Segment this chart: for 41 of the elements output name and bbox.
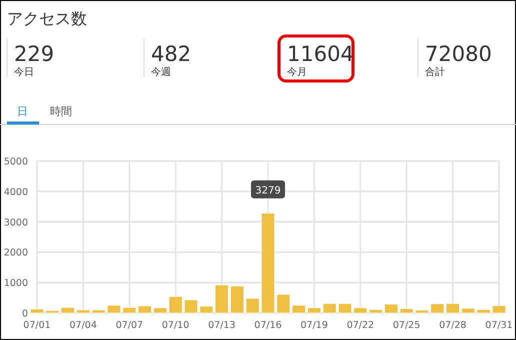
text: 時間 [50,105,72,118]
x-tick-label: 07/19 [300,320,328,331]
text: 今月 [287,66,307,78]
x-tick-label: 07/13 [208,320,236,331]
annotation: 3279 [255,185,281,196]
y-tick-label: 4000 [4,186,28,198]
x-tick-label: 07/31 [485,320,513,331]
bar [215,284,229,314]
text: 合計 [425,66,445,78]
bar [76,310,90,314]
bar [230,286,244,314]
y-tick-label: 1000 [4,278,28,290]
bar [153,308,167,314]
bar [292,305,306,314]
bar [307,308,321,314]
y-tick-label: 3000 [4,217,28,228]
text: 今日 [14,66,34,78]
text: 日 [17,105,28,118]
bar [61,307,75,314]
text: 229 [14,42,54,66]
x-tick-label: 07/22 [346,320,374,331]
x-tick-label: 07/10 [162,320,190,331]
text: アクセス数 [7,9,87,28]
x-tick-label: 07/28 [439,320,466,331]
y-tick-label: 2000 [4,248,28,259]
x-tick-label: 07/04 [70,320,97,331]
bar [138,306,152,314]
y-tick-label: 0 [22,308,28,320]
bar [461,308,475,314]
y-tick-label: 5000 [4,156,28,168]
bar [369,309,383,314]
x-tick-label: 07/16 [254,320,282,331]
text: 482 [151,42,192,66]
text: 今週 [151,66,171,78]
text: 72080 [425,42,492,66]
x-tick-label: 07/07 [116,320,144,331]
bar [384,304,398,314]
bar [446,303,460,314]
text: 11604 [287,42,354,66]
x-tick-label: 07/01 [23,320,51,331]
x-tick-label: 07/25 [392,320,420,331]
